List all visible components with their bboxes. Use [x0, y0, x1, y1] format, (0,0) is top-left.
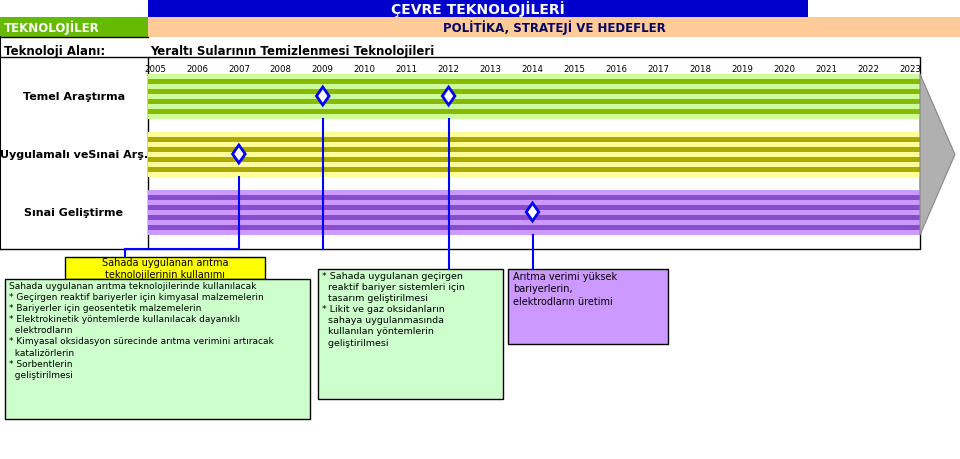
FancyBboxPatch shape	[148, 0, 808, 18]
Text: 2011: 2011	[396, 65, 418, 74]
FancyBboxPatch shape	[148, 206, 920, 211]
FancyBboxPatch shape	[148, 105, 920, 110]
FancyBboxPatch shape	[148, 18, 960, 38]
Text: 2010: 2010	[353, 65, 375, 74]
FancyBboxPatch shape	[148, 143, 920, 148]
FancyBboxPatch shape	[148, 153, 920, 157]
Text: 2006: 2006	[186, 65, 208, 74]
FancyBboxPatch shape	[148, 138, 920, 143]
Text: Sahada uygulanan arıtma
teknolojilerinin kullanımı: Sahada uygulanan arıtma teknolojilerinin…	[102, 257, 228, 279]
Text: Uygulamalı veSınai Arş.: Uygulamalı veSınai Arş.	[0, 150, 148, 160]
Text: Teknoloji Alanı:: Teknoloji Alanı:	[4, 45, 106, 58]
Text: 2020: 2020	[773, 65, 795, 74]
Text: 2022: 2022	[857, 65, 879, 74]
FancyBboxPatch shape	[148, 148, 920, 153]
FancyBboxPatch shape	[148, 157, 920, 162]
FancyBboxPatch shape	[318, 269, 503, 399]
FancyBboxPatch shape	[5, 280, 310, 419]
Text: ÇEVRE TEKNOLOJİLERİ: ÇEVRE TEKNOLOJİLERİ	[391, 1, 564, 17]
FancyBboxPatch shape	[148, 75, 920, 80]
FancyBboxPatch shape	[148, 85, 920, 90]
Polygon shape	[317, 88, 329, 106]
Text: * Sahada uygulanan geçirgen
  reaktif bariyer sistemleri için
  tasarım geliştir: * Sahada uygulanan geçirgen reaktif bari…	[322, 271, 465, 347]
Text: 2009: 2009	[312, 65, 334, 74]
Text: 2017: 2017	[647, 65, 669, 74]
FancyBboxPatch shape	[148, 80, 920, 85]
Text: Arıtma verimi yüksek
bariyerlerin,
elektrodların üretimi: Arıtma verimi yüksek bariyerlerin, elekt…	[513, 271, 617, 306]
FancyBboxPatch shape	[148, 90, 920, 95]
Text: 2016: 2016	[606, 65, 628, 74]
FancyBboxPatch shape	[148, 168, 920, 173]
FancyBboxPatch shape	[148, 173, 920, 178]
FancyBboxPatch shape	[148, 115, 920, 120]
Text: 2014: 2014	[521, 65, 543, 74]
FancyBboxPatch shape	[148, 196, 920, 201]
FancyBboxPatch shape	[148, 211, 920, 216]
FancyBboxPatch shape	[148, 220, 920, 225]
FancyBboxPatch shape	[148, 230, 920, 235]
Text: 2021: 2021	[815, 65, 837, 74]
FancyBboxPatch shape	[148, 225, 920, 230]
FancyBboxPatch shape	[65, 257, 265, 280]
Text: Sahada uygulanan arıtma teknolojilerinde kullanılacak
* Geçirgen reaktif bariyer: Sahada uygulanan arıtma teknolojilerinde…	[9, 281, 274, 379]
FancyBboxPatch shape	[148, 162, 920, 168]
Polygon shape	[920, 75, 955, 235]
Text: 2018: 2018	[689, 65, 711, 74]
Text: 2005: 2005	[144, 65, 166, 74]
FancyBboxPatch shape	[148, 95, 920, 100]
Text: TEKNOLOJİLER: TEKNOLOJİLER	[4, 21, 100, 35]
FancyBboxPatch shape	[148, 100, 920, 105]
Text: 2019: 2019	[732, 65, 754, 74]
FancyBboxPatch shape	[0, 18, 148, 38]
Text: 2008: 2008	[270, 65, 292, 74]
FancyBboxPatch shape	[148, 110, 920, 115]
FancyBboxPatch shape	[148, 216, 920, 220]
Polygon shape	[232, 146, 245, 164]
Text: POLİTİKA, STRATEJİ VE HEDEFLER: POLİTİKA, STRATEJİ VE HEDEFLER	[443, 21, 665, 35]
Text: 2007: 2007	[228, 65, 250, 74]
Text: 2015: 2015	[564, 65, 586, 74]
Text: Sınai Geliştirme: Sınai Geliştirme	[25, 207, 124, 218]
FancyBboxPatch shape	[148, 201, 920, 206]
Text: Yeraltı Sularının Temizlenmesi Teknolojileri: Yeraltı Sularının Temizlenmesi Teknoloji…	[150, 45, 434, 58]
Text: 2023: 2023	[899, 65, 921, 74]
FancyBboxPatch shape	[148, 133, 920, 138]
Polygon shape	[443, 88, 455, 106]
FancyBboxPatch shape	[148, 190, 920, 196]
Polygon shape	[526, 203, 539, 222]
FancyBboxPatch shape	[508, 269, 668, 344]
Text: Temel Araştırma: Temel Araştırma	[23, 92, 125, 102]
Text: 2012: 2012	[438, 65, 460, 74]
Text: 2013: 2013	[480, 65, 501, 74]
